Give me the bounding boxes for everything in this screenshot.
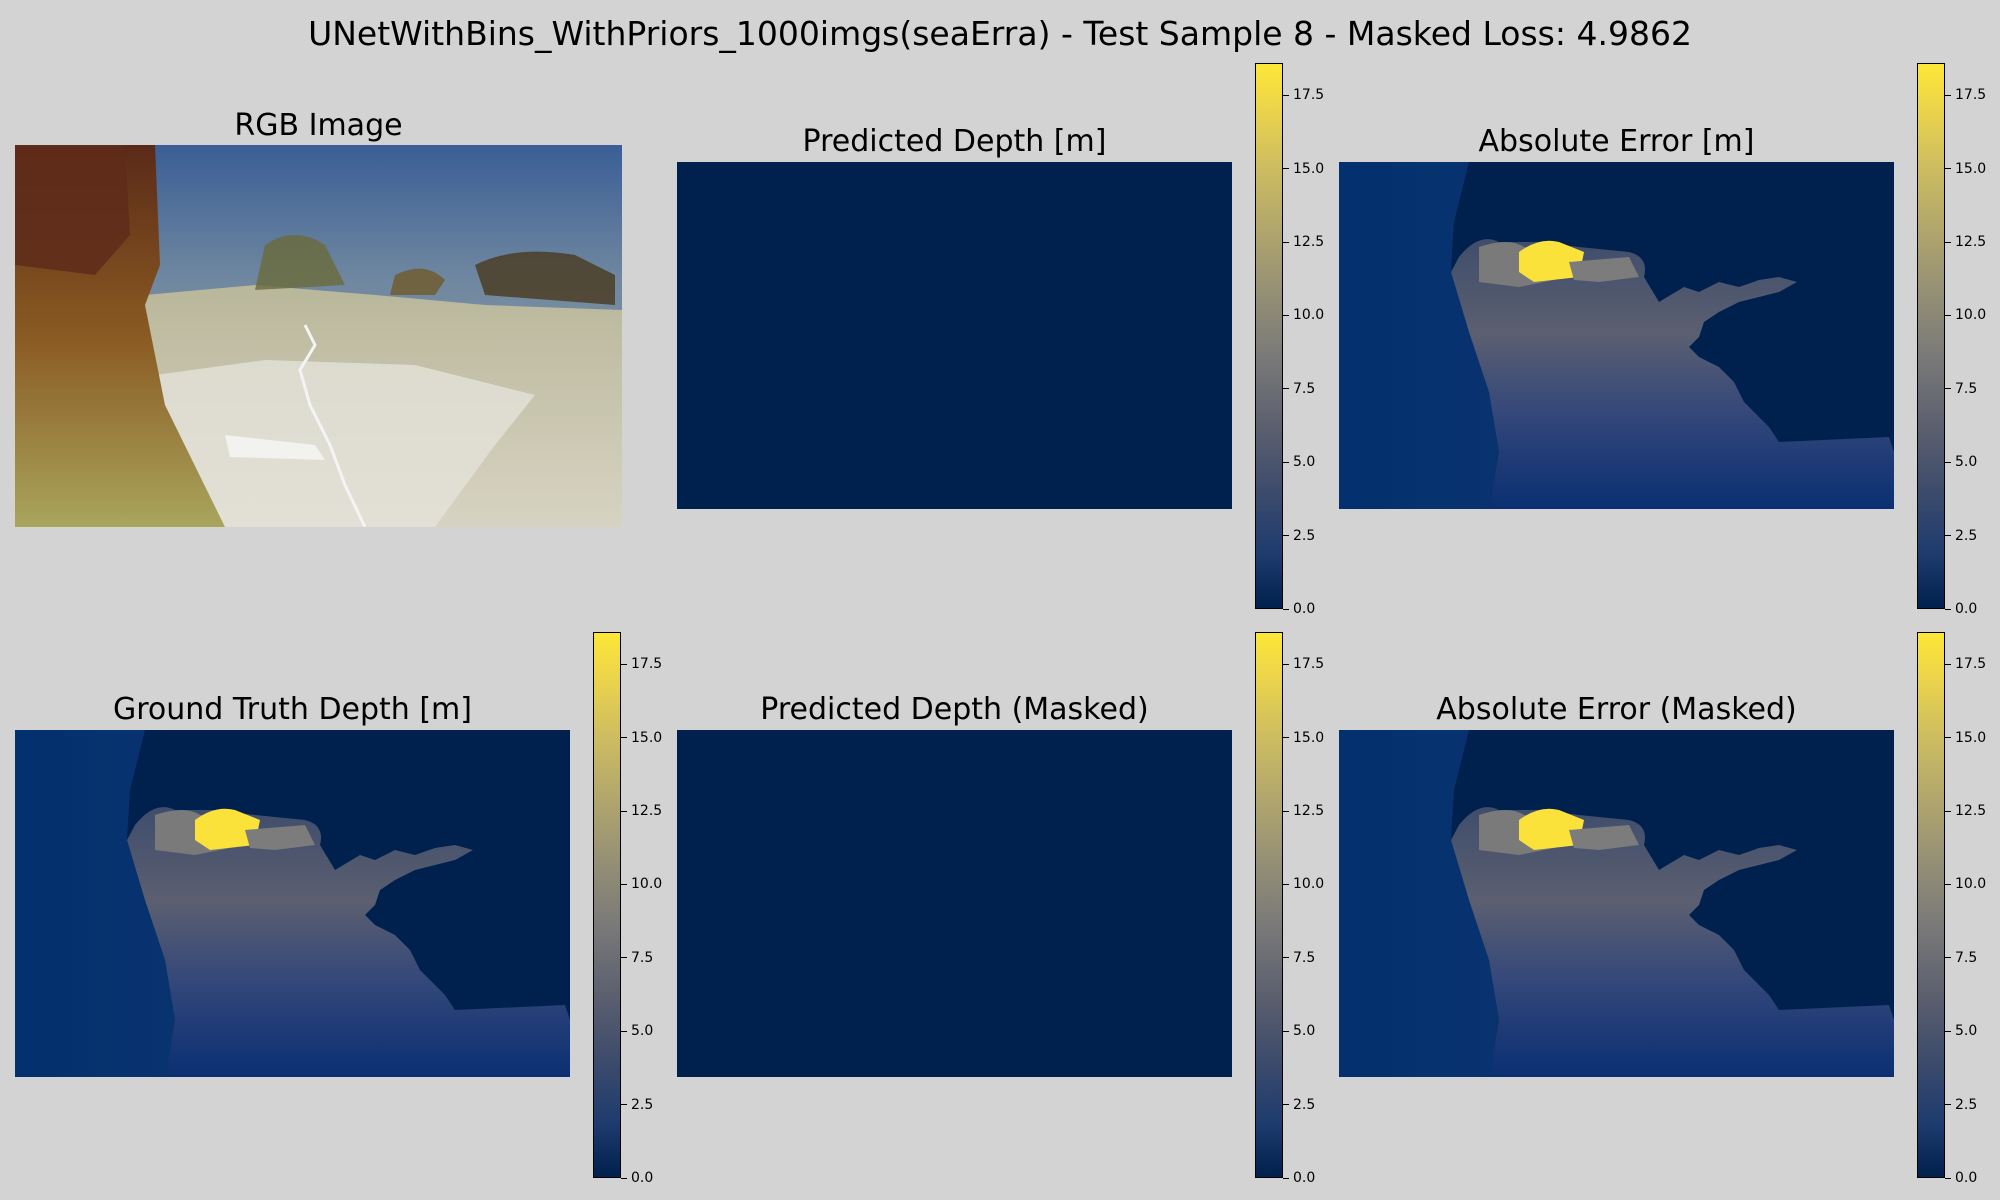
colorbar-tick-label: 0.0 xyxy=(631,1170,654,1186)
colorbar-tick-label: 5.0 xyxy=(631,1023,654,1040)
colorbar-tick-label: 0.0 xyxy=(1955,1170,1978,1186)
colorbar-tick-label: 5.0 xyxy=(1955,1023,1978,1040)
colorbar-gradient xyxy=(1255,63,1283,609)
colorbar-tick-label: 17.5 xyxy=(1293,656,1325,673)
colorbar-tick-label: 0.0 xyxy=(1293,1170,1316,1186)
colorbar-tick-label: 15.0 xyxy=(631,729,663,746)
colorbar-tick-label: 5.0 xyxy=(1955,454,1978,471)
colorbar-tick-label: 2.5 xyxy=(1955,1096,1978,1113)
colorbar-tick-label: 15.0 xyxy=(1955,729,1987,746)
gt-depth-image xyxy=(15,730,570,1077)
colorbar-tick-label: 10.0 xyxy=(1293,876,1325,893)
error-image xyxy=(1339,162,1894,509)
colorbar-tick-label: 7.5 xyxy=(1293,380,1316,397)
colorbar-tick-label: 12.5 xyxy=(1293,803,1325,820)
colorbar-tick-label: 2.5 xyxy=(1293,1096,1316,1113)
colorbar-tick-label: 2.5 xyxy=(631,1096,654,1113)
colorbar-tick-label: 10.0 xyxy=(1955,307,1987,324)
colorbar-tick-label: 2.5 xyxy=(1955,527,1978,544)
figure-title: UNetWithBins_WithPriors_1000imgs(seaErra… xyxy=(308,14,1692,53)
colorbar-tick-label: 12.5 xyxy=(1293,234,1325,251)
colorbar-tick-label: 0.0 xyxy=(1293,601,1316,617)
colorbar-tick-label: 10.0 xyxy=(1955,876,1987,893)
colorbar-tick-label: 17.5 xyxy=(1955,87,1987,104)
colorbar-tick-label: 0.0 xyxy=(1955,601,1978,617)
pred-panel-title: Predicted Depth [m] xyxy=(802,124,1107,159)
err-panel-title: Absolute Error [m] xyxy=(1478,124,1755,159)
colorbar-tick-label: 17.5 xyxy=(1955,656,1987,673)
colorbar-tick-label: 10.0 xyxy=(1293,307,1325,324)
colorbar-tick-label: 12.5 xyxy=(1955,234,1987,251)
pred-masked-image xyxy=(677,730,1232,1077)
colorbar-tick-label: 5.0 xyxy=(1293,1023,1316,1040)
pred-colorbar: 0.0 2.5 5.0 7.5 10.0 12.5 15.0 17.5 xyxy=(1255,63,1325,617)
colorbar-tick-label: 15.0 xyxy=(1955,160,1987,177)
pred-masked-colorbar: 0.0 2.5 5.0 7.5 10.0 12.5 15.0 17.5 xyxy=(1255,632,1325,1186)
colorbar-tick-label: 12.5 xyxy=(631,803,663,820)
colorbar-tick-label: 7.5 xyxy=(1955,949,1978,966)
colorbar-gradient xyxy=(1255,632,1283,1178)
colorbar-tick-label: 15.0 xyxy=(1293,160,1325,177)
colorbar-gradient xyxy=(1917,63,1945,609)
rgb-image xyxy=(15,145,622,527)
pred-depth-image xyxy=(677,162,1232,509)
rgb-panel-title: RGB Image xyxy=(234,108,403,143)
colorbar-gradient xyxy=(1917,632,1945,1178)
colorbar-tick-label: 2.5 xyxy=(1293,527,1316,544)
colorbar-tick-label: 17.5 xyxy=(631,656,663,673)
err-colorbar: 0.0 2.5 5.0 7.5 10.0 12.5 15.0 17.5 xyxy=(1917,63,1987,617)
gt-panel-title: Ground Truth Depth [m] xyxy=(112,692,472,727)
colorbar-tick-label: 7.5 xyxy=(1955,380,1978,397)
colorbar-tick-label: 17.5 xyxy=(1293,87,1325,104)
error-masked-image xyxy=(1339,730,1894,1077)
pred-masked-panel-title: Predicted Depth (Masked) xyxy=(760,692,1149,727)
err-masked-colorbar: 0.0 2.5 5.0 7.5 10.0 12.5 15.0 17.5 xyxy=(1917,632,1987,1186)
colorbar-tick-label: 7.5 xyxy=(631,949,654,966)
colorbar-tick-label: 15.0 xyxy=(1293,729,1325,746)
colorbar-tick-label: 7.5 xyxy=(1293,949,1316,966)
colorbar-gradient xyxy=(593,632,621,1178)
err-masked-panel-title: Absolute Error (Masked) xyxy=(1436,692,1797,727)
colorbar-tick-label: 10.0 xyxy=(631,876,663,893)
gt-colorbar: 0.0 2.5 5.0 7.5 10.0 12.5 15.0 17.5 xyxy=(593,632,663,1186)
colorbar-tick-label: 5.0 xyxy=(1293,454,1316,471)
colorbar-tick-label: 12.5 xyxy=(1955,803,1987,820)
